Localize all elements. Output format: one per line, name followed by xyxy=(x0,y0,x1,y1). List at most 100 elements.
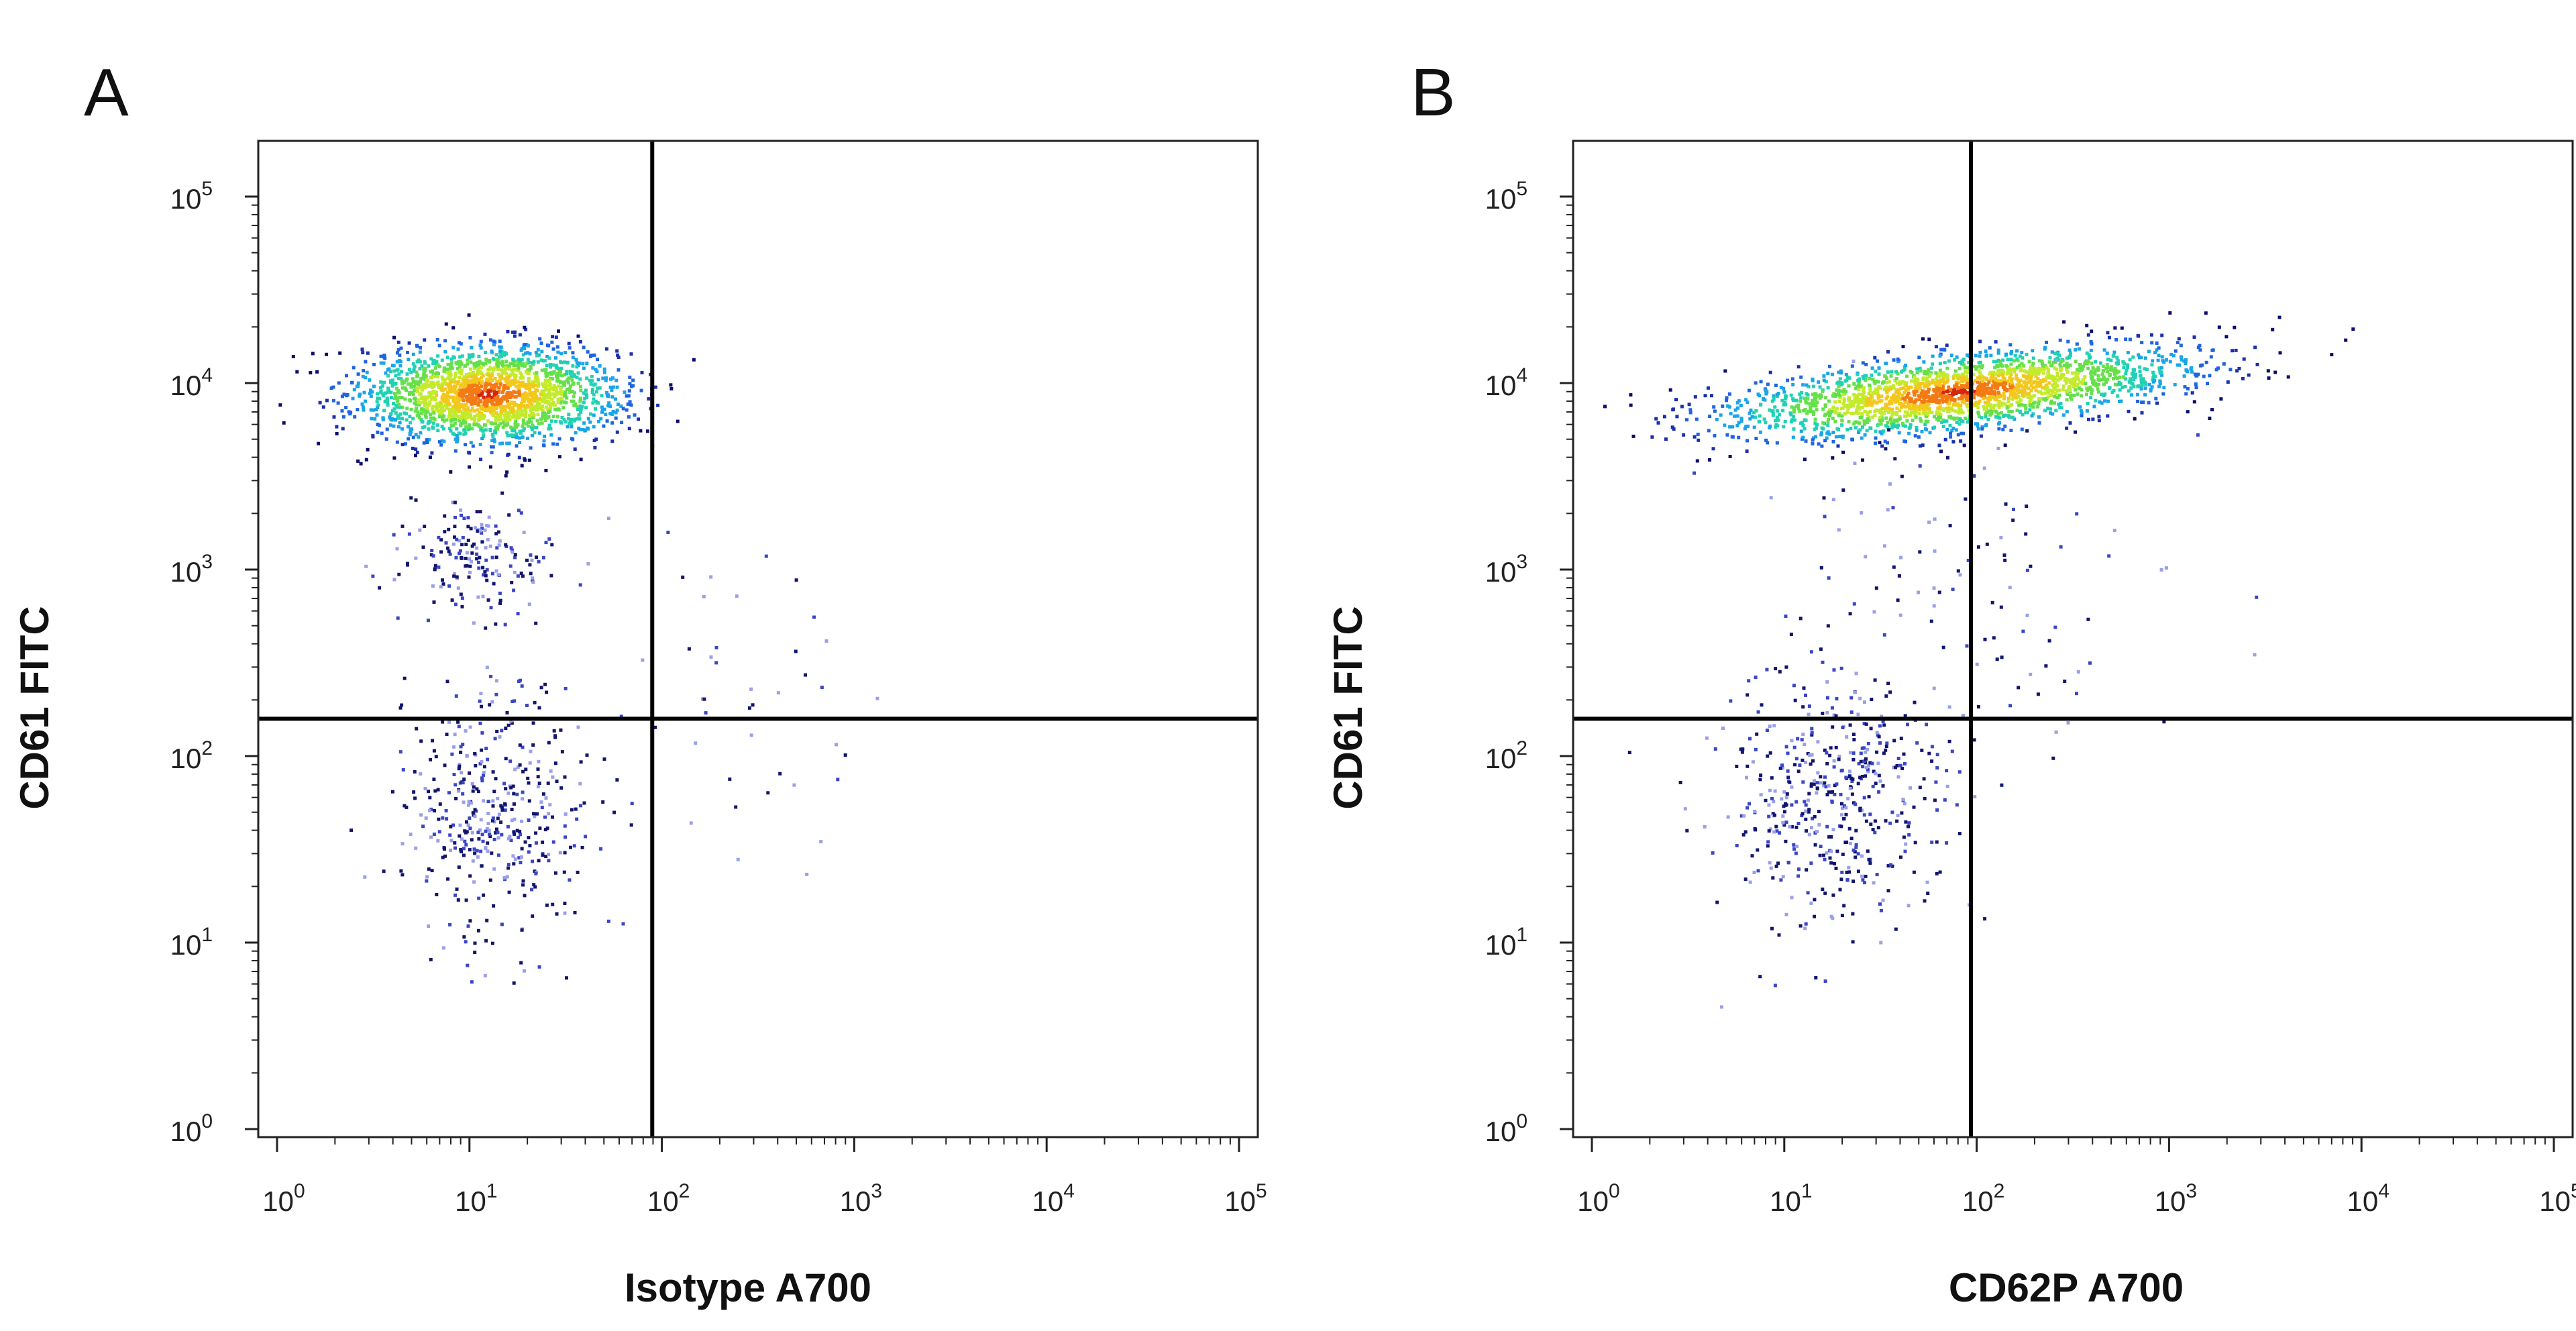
event-dot-a xyxy=(453,893,458,897)
event-dot-b xyxy=(1996,412,2000,416)
event-dot-a xyxy=(637,417,641,421)
event-dot-b xyxy=(1907,391,1911,395)
event-dot-a xyxy=(427,364,431,368)
event-dot-a xyxy=(553,871,557,875)
event-dot-b xyxy=(1921,376,1925,380)
event-dot-a xyxy=(496,415,500,419)
event-dot-b xyxy=(2158,379,2162,383)
event-dot-b xyxy=(1925,376,1929,380)
event-dot-b xyxy=(1841,450,1845,454)
event-dot-a xyxy=(535,376,539,379)
event-dot-a xyxy=(458,365,462,369)
event-dot-a xyxy=(431,739,434,743)
event-dot-a xyxy=(415,370,419,374)
event-dot-a xyxy=(414,846,418,850)
y-axis-label-b: CD61 FITC xyxy=(1326,606,1371,809)
event-dot-a xyxy=(398,706,402,710)
event-dot-a xyxy=(527,818,531,822)
event-dot-b xyxy=(2050,350,2054,354)
event-dot-b xyxy=(1831,417,1835,421)
event-dot-a xyxy=(596,386,600,390)
event-dot-a xyxy=(356,381,360,385)
event-dot-a xyxy=(537,431,541,435)
event-dot-a xyxy=(389,379,392,383)
event-dot-b xyxy=(1803,396,1807,401)
event-dot-b xyxy=(1890,401,1894,405)
event-dot-a xyxy=(653,725,657,729)
event-dot-b xyxy=(1733,408,1737,412)
event-dot-a xyxy=(468,848,472,852)
event-dot-b xyxy=(2145,368,2149,372)
event-dot-a xyxy=(571,390,575,393)
event-dot-a xyxy=(541,405,544,408)
event-dot-a xyxy=(425,403,429,407)
event-dot-a xyxy=(389,423,392,427)
event-dot-a xyxy=(547,384,551,388)
event-dot-a xyxy=(537,859,541,863)
event-dot-b xyxy=(1884,396,1888,401)
event-dot-b xyxy=(1861,425,1864,429)
event-dot-b xyxy=(2089,339,2093,343)
event-dot-a xyxy=(432,600,436,604)
event-dot-a xyxy=(506,415,510,418)
event-dot-a xyxy=(517,391,521,395)
event-dot-a xyxy=(557,437,561,441)
event-dot-b xyxy=(1931,379,1935,383)
event-dot-a xyxy=(499,409,503,413)
event-dot-b xyxy=(1656,421,1660,425)
event-dot-b xyxy=(2039,384,2043,388)
event-dot-b xyxy=(2051,383,2055,387)
event-dot-b xyxy=(1654,417,1658,421)
event-dot-a xyxy=(506,417,510,421)
event-dot-b xyxy=(1841,435,1845,439)
event-dot-a xyxy=(521,418,525,422)
event-dot-a xyxy=(565,976,568,980)
event-dot-b xyxy=(2085,323,2089,327)
event-dot-a xyxy=(498,735,502,739)
event-dot-b xyxy=(2027,386,2031,390)
event-dot-a xyxy=(525,422,529,426)
event-dot-b xyxy=(1917,382,1921,386)
event-dot-a xyxy=(435,893,439,896)
event-dot-a xyxy=(475,510,479,514)
event-dot-b xyxy=(1758,414,1762,418)
event-dot-b xyxy=(1976,380,1980,384)
event-dot-b xyxy=(2065,362,2069,366)
event-dot-a xyxy=(522,413,526,417)
event-dot-a xyxy=(379,354,383,358)
event-dot-a xyxy=(543,412,546,416)
event-dot-b xyxy=(1965,377,1969,380)
event-dot-b xyxy=(1926,403,1930,407)
event-dot-b xyxy=(1918,786,1922,790)
event-dot-b xyxy=(1756,392,1760,396)
event-dot-a xyxy=(449,407,453,411)
event-dot-b xyxy=(1937,443,1941,447)
event-dot-a xyxy=(576,870,580,874)
event-dot-a xyxy=(511,700,515,703)
event-dot-a xyxy=(491,434,495,438)
event-dot-a xyxy=(446,370,450,374)
event-dot-b xyxy=(1964,417,1967,420)
event-dot-b xyxy=(1987,380,1991,384)
event-dot-a xyxy=(422,400,426,404)
event-dot-b xyxy=(1934,345,1938,349)
event-dot-b xyxy=(2286,375,2290,379)
event-dot-b xyxy=(1967,360,1971,364)
event-dot-a xyxy=(835,743,838,747)
event-dot-a xyxy=(430,407,434,411)
event-dot-b xyxy=(1978,382,1982,386)
event-dot-b xyxy=(2153,351,2157,355)
event-dot-b xyxy=(2351,327,2355,331)
event-dot-a xyxy=(423,366,427,370)
event-dot-a xyxy=(629,352,633,356)
event-dot-a xyxy=(536,775,540,779)
event-dot-b xyxy=(2010,377,2014,381)
event-dot-a xyxy=(441,388,445,392)
event-dot-b xyxy=(2012,417,2017,421)
event-dot-b xyxy=(2193,372,2197,376)
event-dot-a xyxy=(443,854,447,858)
event-dot-a xyxy=(487,397,491,401)
event-dot-b xyxy=(2055,367,2059,371)
event-dot-a xyxy=(502,394,506,398)
event-dot-a xyxy=(628,375,632,379)
